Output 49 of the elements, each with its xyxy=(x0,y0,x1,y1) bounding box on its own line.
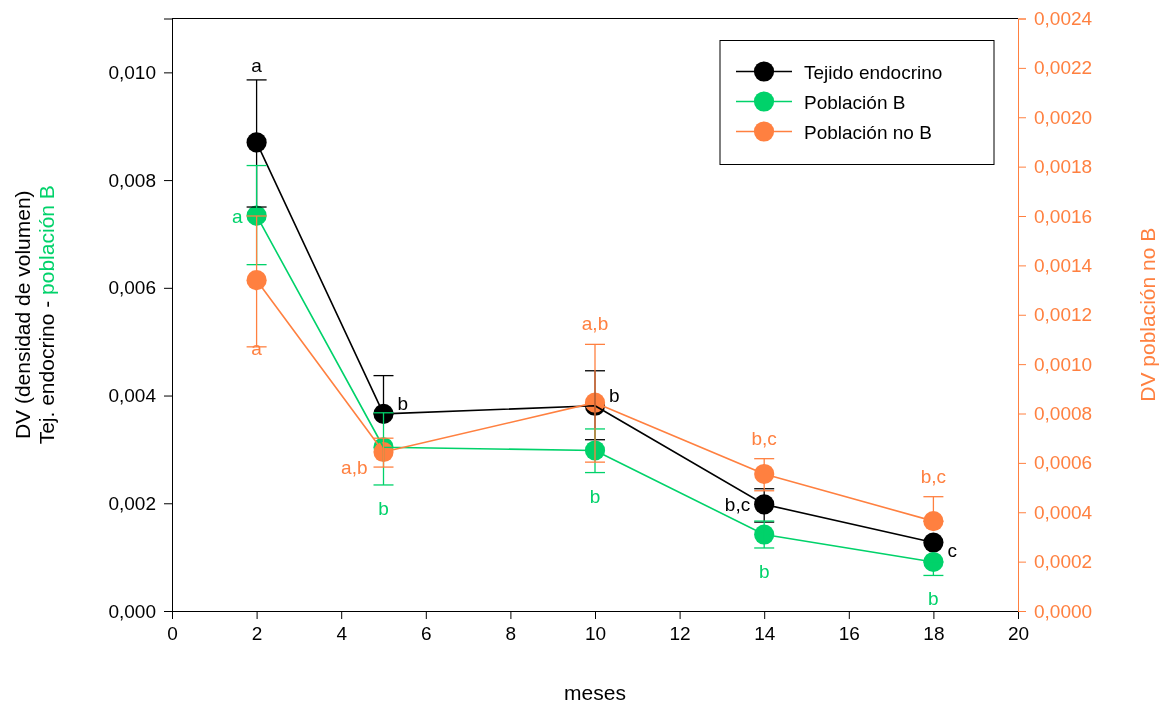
x-axis-title: meses xyxy=(564,681,626,704)
legend-label: Población no B xyxy=(804,121,932,143)
data-label: b xyxy=(928,588,939,610)
data-label: b xyxy=(609,384,620,406)
y2-tick-label: 0,0020 xyxy=(1034,106,1093,128)
y2-tick-label: 0,0006 xyxy=(1034,452,1093,474)
y2-tick-label: 0,0010 xyxy=(1034,353,1093,375)
data-label: a,b xyxy=(341,457,368,479)
x-tick-label: 4 xyxy=(336,623,348,645)
y2-tick-label: 0,0014 xyxy=(1034,254,1093,276)
x-tick-label: 20 xyxy=(1007,623,1030,645)
x-tick-label: 12 xyxy=(669,623,691,645)
y-tick-label: 0,008 xyxy=(108,169,156,191)
y-tick-label: 0,004 xyxy=(108,385,157,407)
data-label: b,c xyxy=(751,427,777,449)
data-label: b xyxy=(589,485,601,507)
y2-axis-title: DV población no B xyxy=(1136,227,1159,402)
y-tick-label: 0,000 xyxy=(108,600,156,622)
y-tick-label: 0,002 xyxy=(108,492,156,514)
data-label: a,b xyxy=(581,313,609,335)
x-tick-label: 8 xyxy=(505,623,517,645)
y2-tick-label: 0,0008 xyxy=(1034,403,1093,425)
y2-tick-label: 0,0002 xyxy=(1034,551,1093,573)
legend-label: Tejido endocrino xyxy=(804,61,943,83)
data-label: b,c xyxy=(920,465,947,487)
data-label: b,c xyxy=(724,494,751,516)
y2-tick-label: 0,0012 xyxy=(1034,304,1093,326)
data-label: c xyxy=(947,539,957,561)
y2-tick-label: 0,0024 xyxy=(1034,8,1093,30)
x-tick-label: 10 xyxy=(584,623,607,645)
data-label: a xyxy=(251,54,263,76)
data-label: a xyxy=(232,205,244,227)
y2-tick-label: 0,0022 xyxy=(1034,57,1093,79)
y2-tick-label: 0,0018 xyxy=(1034,156,1093,178)
x-tick-label: 16 xyxy=(838,623,860,645)
data-label: b xyxy=(397,392,409,414)
x-tick-label: 0 xyxy=(167,623,178,645)
y2-tick-label: 0,0004 xyxy=(1034,501,1093,523)
legend-label: Población B xyxy=(804,91,906,113)
data-label: b xyxy=(378,497,389,519)
x-tick-label: 6 xyxy=(421,623,432,645)
y2-tick-label: 0,0016 xyxy=(1034,205,1093,227)
y2-tick-label: 0,0000 xyxy=(1034,600,1093,622)
x-tick-label: 18 xyxy=(923,623,945,645)
x-tick-label: 14 xyxy=(754,623,776,645)
y-tick-label: 0,010 xyxy=(108,61,156,83)
y-tick-label: 0,006 xyxy=(108,277,156,299)
x-tick-label: 2 xyxy=(251,623,263,645)
data-label: b xyxy=(758,560,770,582)
